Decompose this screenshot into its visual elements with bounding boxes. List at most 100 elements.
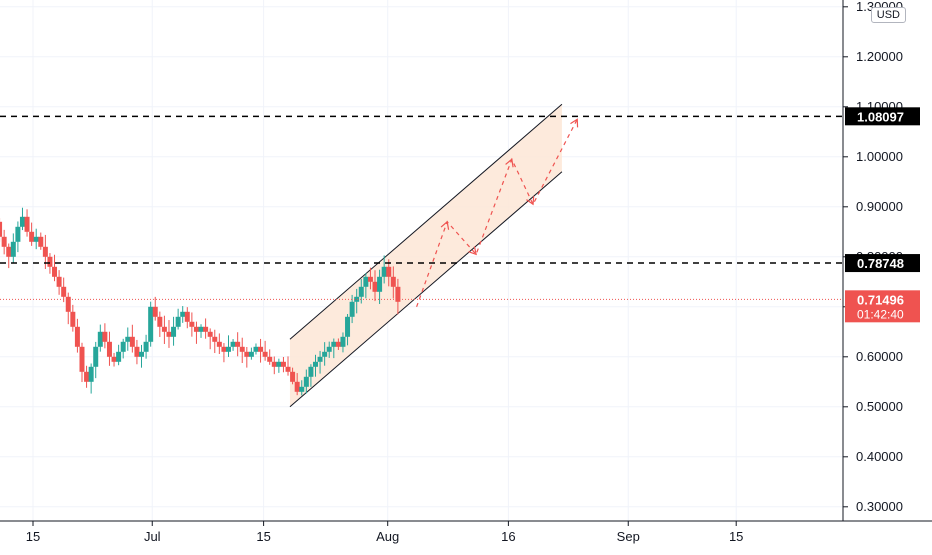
candle-body — [193, 326, 199, 332]
x-tick-label: 15 — [729, 529, 743, 544]
candle-body — [239, 346, 245, 352]
candles — [0, 207, 401, 396]
y-tick-label: 1.00000 — [856, 149, 903, 164]
price-level-value: 0.78748 — [857, 256, 904, 271]
candle-body — [93, 346, 99, 367]
candle-body — [322, 351, 328, 357]
candle-body — [134, 346, 140, 357]
candle-body — [390, 276, 396, 287]
candle-body — [152, 306, 158, 317]
candle-body — [235, 341, 241, 347]
candle-body — [0, 221, 3, 237]
projection-path — [416, 118, 579, 308]
candle-body — [276, 361, 282, 367]
candle-body — [125, 336, 131, 342]
candle-body — [367, 276, 373, 282]
candle-body — [271, 361, 277, 367]
candle-body — [139, 351, 145, 357]
channel-upper-line — [289, 103, 563, 340]
candle-body — [106, 341, 112, 357]
projection-arrow — [505, 158, 514, 168]
candle-body — [326, 346, 332, 352]
y-tick-label: 0.60000 — [856, 349, 903, 364]
candle-body — [349, 301, 355, 317]
candle-body — [88, 366, 94, 382]
candle-body — [198, 326, 204, 332]
candle-body — [56, 276, 62, 287]
candle-body — [189, 321, 195, 327]
candle-body — [102, 331, 108, 342]
candle-body — [377, 276, 383, 292]
candle-body — [52, 266, 58, 277]
candle-body — [299, 386, 305, 392]
candle-body — [386, 266, 392, 277]
candle-body — [358, 286, 364, 297]
projection-line — [416, 119, 578, 308]
candle-body — [180, 311, 186, 317]
price-levels — [0, 115, 843, 300]
price-level-tag — [845, 254, 920, 273]
candle-body — [262, 351, 268, 357]
candle-body — [6, 246, 12, 257]
candle-body — [175, 316, 181, 327]
candle-body — [267, 356, 273, 362]
projection-arrow — [440, 220, 450, 230]
projection-arrow — [468, 246, 477, 256]
candle-body — [129, 336, 135, 347]
candle-body — [258, 346, 264, 352]
candle-body — [38, 236, 44, 247]
candle-body — [230, 341, 236, 347]
candle-body — [225, 346, 231, 352]
candle-body — [47, 256, 53, 267]
parallel-channel[interactable] — [289, 103, 563, 408]
candle-body — [303, 376, 309, 387]
channel-fill — [289, 104, 562, 407]
candle-body — [1, 236, 7, 247]
candle-body — [15, 226, 21, 242]
candle-body — [120, 341, 126, 352]
candle-body — [244, 351, 250, 357]
candle-body — [171, 326, 177, 337]
candle-body — [29, 231, 35, 242]
candle-body — [372, 281, 378, 292]
candle-body — [111, 356, 117, 362]
candle-body — [116, 351, 122, 362]
last-price-countdown: 01:42:40 — [857, 307, 904, 321]
candle-body — [312, 361, 318, 367]
candle-body — [70, 311, 76, 327]
x-tick-label: 16 — [501, 529, 515, 544]
candle-body — [10, 241, 16, 257]
last-price-value: 0.71496 — [857, 292, 904, 307]
projection-arrow — [526, 196, 535, 206]
candle-body — [345, 316, 351, 337]
candle-body — [24, 216, 30, 232]
candle-body — [74, 326, 80, 347]
x-tick-label: 15 — [26, 529, 40, 544]
candle-body — [33, 236, 39, 242]
candle-body — [212, 336, 218, 342]
y-tick-label: 0.90000 — [856, 199, 903, 214]
candle-body — [248, 351, 254, 357]
price-axis-bg — [843, 0, 932, 550]
candle-body — [395, 286, 401, 302]
x-tick-label: Aug — [376, 529, 399, 544]
candle-body — [280, 361, 286, 367]
candle-body — [65, 296, 71, 312]
candle-body — [148, 306, 154, 342]
candle-body — [354, 296, 360, 302]
y-tick-label: 1.20000 — [856, 49, 903, 64]
candle-body — [221, 346, 227, 352]
candle-body — [285, 366, 291, 372]
x-tick-label: Jul — [144, 529, 161, 544]
candle-body — [19, 216, 25, 227]
candle-body — [308, 366, 314, 377]
candle-body — [294, 381, 300, 392]
price-level-value: 1.08097 — [857, 109, 904, 124]
currency-badge[interactable]: USD — [870, 7, 906, 23]
candle-body — [207, 331, 213, 337]
time-axis-bg — [0, 521, 932, 550]
candle-body — [381, 266, 387, 277]
